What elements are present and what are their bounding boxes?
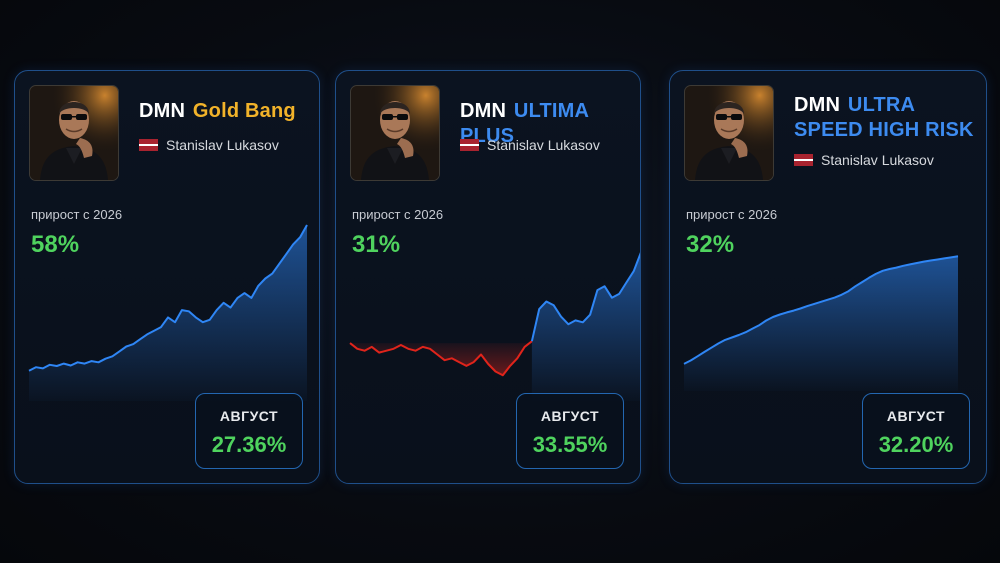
month-label: АВГУСТ xyxy=(540,408,600,424)
strategy-card-ultima-plus[interactable]: DMN ULTIMA PLUS Stanislav Lukasov прирос… xyxy=(335,70,641,484)
growth-label: прирост с 2026 xyxy=(352,207,444,222)
growth-chart xyxy=(349,252,640,401)
series-area xyxy=(684,256,958,391)
author-name: Stanislav Lukasov xyxy=(166,137,279,153)
series-line xyxy=(28,224,308,372)
month-value: 27.36% xyxy=(211,432,287,457)
growth-value: 58% xyxy=(31,231,80,258)
author-row: Stanislav Lukasov xyxy=(794,151,934,169)
month-result-box: АВГУСТ 32.20% xyxy=(862,393,970,469)
growth-label: прирост с 2026 xyxy=(686,207,778,222)
negative-series-line xyxy=(349,340,533,377)
strategy-title: DMN ULTRA SPEED HIGH RISK xyxy=(794,93,984,143)
strategy-card-gold-bang[interactable]: DMN Gold Bang Stanislav Lukasov прирост … xyxy=(14,70,320,484)
latvia-flag-icon xyxy=(794,154,813,166)
avatar xyxy=(350,85,440,181)
title-accent: ULTRA SPEED HIGH RISK xyxy=(794,94,974,141)
growth-chart xyxy=(683,255,959,391)
latvia-flag-icon xyxy=(139,139,158,151)
author-name: Stanislav Lukasov xyxy=(487,137,600,153)
latvia-flag-icon xyxy=(460,139,479,151)
strategy-title: DMN ULTIMA PLUS xyxy=(460,99,632,149)
positive-area xyxy=(531,254,640,401)
avatar xyxy=(29,85,119,181)
growth-label: прирост с 2026 xyxy=(31,207,123,222)
month-label: АВГУСТ xyxy=(886,408,946,424)
month-value: 32.20% xyxy=(878,432,954,457)
author-row: Stanislav Lukasov xyxy=(460,136,600,154)
month-value: 33.55% xyxy=(532,432,608,457)
author-name: Stanislav Lukasov xyxy=(821,152,934,168)
negative-area xyxy=(350,341,532,376)
avatar xyxy=(684,85,774,181)
author-row: Stanislav Lukasov xyxy=(139,136,279,154)
title-prefix: DMN xyxy=(460,100,507,122)
growth-chart xyxy=(28,224,308,401)
positive-series-line xyxy=(530,252,640,342)
series-area xyxy=(29,225,307,401)
growth-value: 32% xyxy=(686,231,735,258)
strategy-card-ultra-speed[interactable]: DMN ULTRA SPEED HIGH RISK Stanislav Luka… xyxy=(669,70,987,484)
month-label: АВГУСТ xyxy=(219,408,279,424)
strategy-title: DMN Gold Bang xyxy=(139,99,311,124)
title-prefix: DMN xyxy=(139,100,186,122)
month-result-box: АВГУСТ 33.55% xyxy=(516,393,624,469)
series-line xyxy=(683,255,959,365)
title-accent: Gold Bang xyxy=(192,100,296,122)
growth-value: 31% xyxy=(352,231,401,258)
title-prefix: DMN xyxy=(794,94,841,116)
month-result-box: АВГУСТ 27.36% xyxy=(195,393,303,469)
